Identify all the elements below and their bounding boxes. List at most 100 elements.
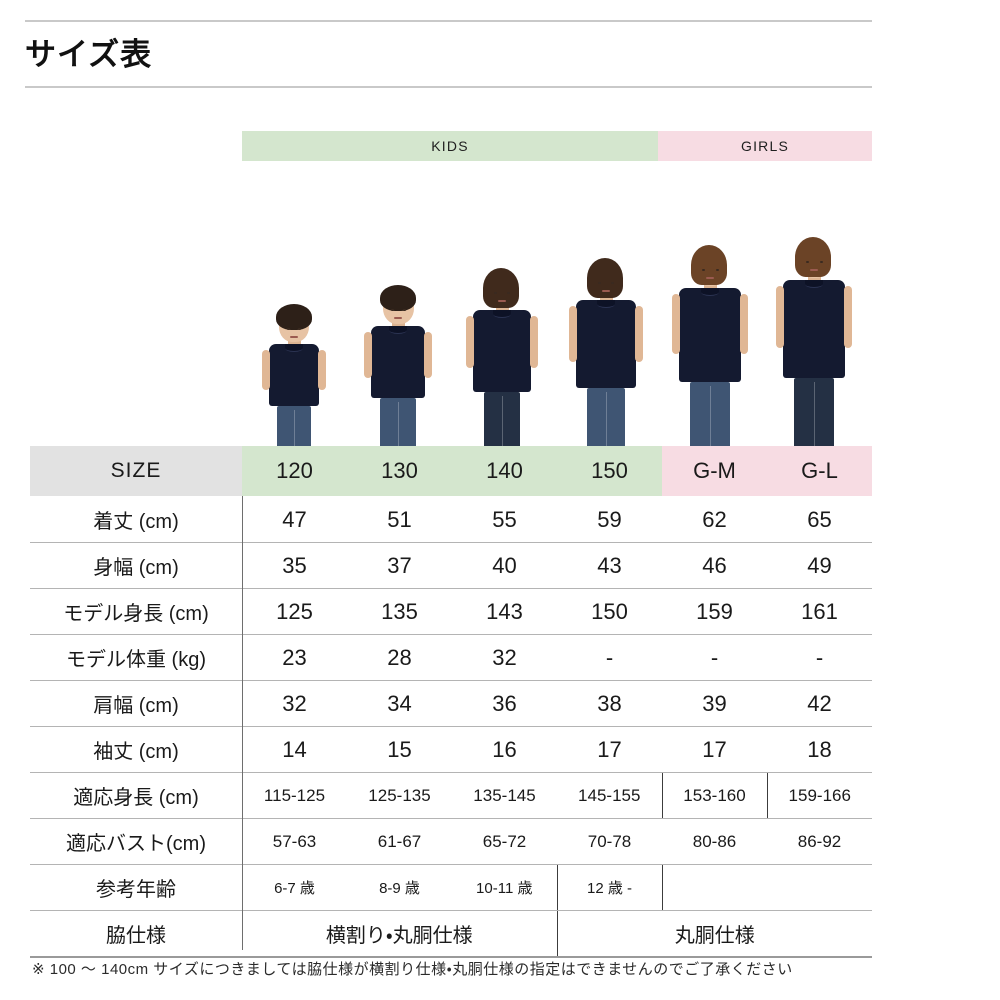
shirt-collar <box>285 344 303 352</box>
shirt-collar <box>597 300 615 308</box>
model-130 <box>361 285 435 446</box>
hair-icon <box>794 237 831 277</box>
cell: 18 <box>767 726 872 773</box>
cell-spec-girls: 丸胴仕様 <box>556 910 872 958</box>
model-neck <box>599 295 613 302</box>
table-row-spec: 脇仕様 横割り・丸胴仕様 丸胴仕様 <box>30 910 872 958</box>
cell: 8-9 歳 <box>347 864 452 911</box>
arm-left <box>672 294 680 354</box>
cell: 55 <box>452 496 557 543</box>
cell: 38 <box>557 680 662 727</box>
cell: 32 <box>242 680 347 727</box>
hair-icon <box>379 285 416 311</box>
cell: 115-125 <box>242 772 347 819</box>
tshirt-navy <box>776 280 852 378</box>
row-label-model-height: モデル身長 (cm) <box>30 588 242 635</box>
category-band-row: KIDS GIRLS <box>242 131 872 161</box>
cell: 42 <box>767 680 872 727</box>
arm-right <box>424 332 432 378</box>
model-neck <box>703 283 717 290</box>
model-neck <box>495 305 509 312</box>
cell: 10-11 歳 <box>452 864 557 911</box>
cell: - <box>767 634 872 681</box>
row-label-ref-age: 参考年齢 <box>30 864 242 911</box>
header-col-gl: G-L <box>767 446 872 497</box>
cell: 47 <box>242 496 347 543</box>
cell: 59 <box>557 496 662 543</box>
arm-left <box>262 350 270 390</box>
cell: 32 <box>452 634 557 681</box>
tshirt-navy <box>672 288 748 382</box>
model-cell-gm <box>658 170 762 446</box>
jeans <box>277 406 311 446</box>
row-label-kitake: 着丈 (cm) <box>30 496 242 543</box>
header-col-150: 150 <box>557 446 662 497</box>
rule-bottom <box>25 86 872 88</box>
category-band-girls: GIRLS <box>658 131 872 161</box>
jeans <box>484 392 520 446</box>
page-title: サイズ表 <box>25 37 153 72</box>
eye-right <box>298 328 301 330</box>
category-band-kids: KIDS <box>242 131 658 161</box>
cell: 39 <box>662 680 767 727</box>
model-150 <box>569 258 643 446</box>
jeans <box>380 398 416 446</box>
jeans <box>690 382 730 446</box>
cell: 161 <box>767 588 872 635</box>
cell: 86-92 <box>767 818 872 865</box>
jeans <box>794 378 834 446</box>
eye-right <box>715 269 719 271</box>
table-row: 着丈 (cm) 47 51 55 59 62 65 <box>30 496 872 543</box>
eye-right <box>611 282 614 284</box>
header-col-120: 120 <box>242 446 347 497</box>
arm-left <box>776 286 784 348</box>
label-column-divider <box>242 496 243 950</box>
header-col-130: 130 <box>347 446 452 497</box>
eye-left <box>805 261 809 263</box>
cell: 15 <box>347 726 452 773</box>
cell: 16 <box>452 726 557 773</box>
model-head <box>587 258 623 298</box>
model-head <box>794 237 831 278</box>
model-cell-150 <box>554 170 658 446</box>
row-label-katahaba: 肩幅 (cm) <box>30 680 242 727</box>
header-size-label: SIZE <box>30 446 242 497</box>
model-neck <box>391 321 405 328</box>
model-cell-130 <box>346 170 450 446</box>
arm-left <box>569 306 577 362</box>
cell: 61-67 <box>347 818 452 865</box>
arm-left <box>466 316 474 368</box>
cell: 159 <box>662 588 767 635</box>
mouth <box>290 336 298 338</box>
cell: 70-78 <box>557 818 662 865</box>
table-row: 適応身長 (cm) 115-125 125-135 135-145 145-15… <box>30 772 872 819</box>
model-neck <box>807 275 821 282</box>
row-label-model-weight: モデル体重 (kg) <box>30 634 242 681</box>
cell: 80-86 <box>662 818 767 865</box>
shirt-collar <box>805 280 823 288</box>
model-head <box>379 285 416 324</box>
cell: 37 <box>347 542 452 589</box>
model-head <box>276 304 312 342</box>
row-label-fit-height: 適応身長 (cm) <box>30 772 242 819</box>
cell: 12 歳 - <box>556 864 662 911</box>
cell: 51 <box>347 496 452 543</box>
tshirt-navy <box>466 310 538 392</box>
cell: 28 <box>347 634 452 681</box>
mouth <box>394 317 402 319</box>
table-row: 身幅 (cm) 35 37 40 43 46 49 <box>30 542 872 589</box>
jeans <box>587 388 625 446</box>
tshirt-navy <box>262 344 326 406</box>
cell-spec-kids: 横割り・丸胴仕様 <box>242 910 557 958</box>
model-cell-140 <box>450 170 554 446</box>
cell: 65-72 <box>452 818 557 865</box>
cell: 125-135 <box>347 772 452 819</box>
mouth <box>706 277 714 279</box>
cell: 43 <box>557 542 662 589</box>
model-cell-gl <box>762 170 866 446</box>
row-label-mihaba: 身幅 (cm) <box>30 542 242 589</box>
model-neck <box>287 339 301 346</box>
table-row: モデル体重 (kg) 23 28 32 - - - <box>30 634 872 681</box>
cell: 40 <box>452 542 557 589</box>
